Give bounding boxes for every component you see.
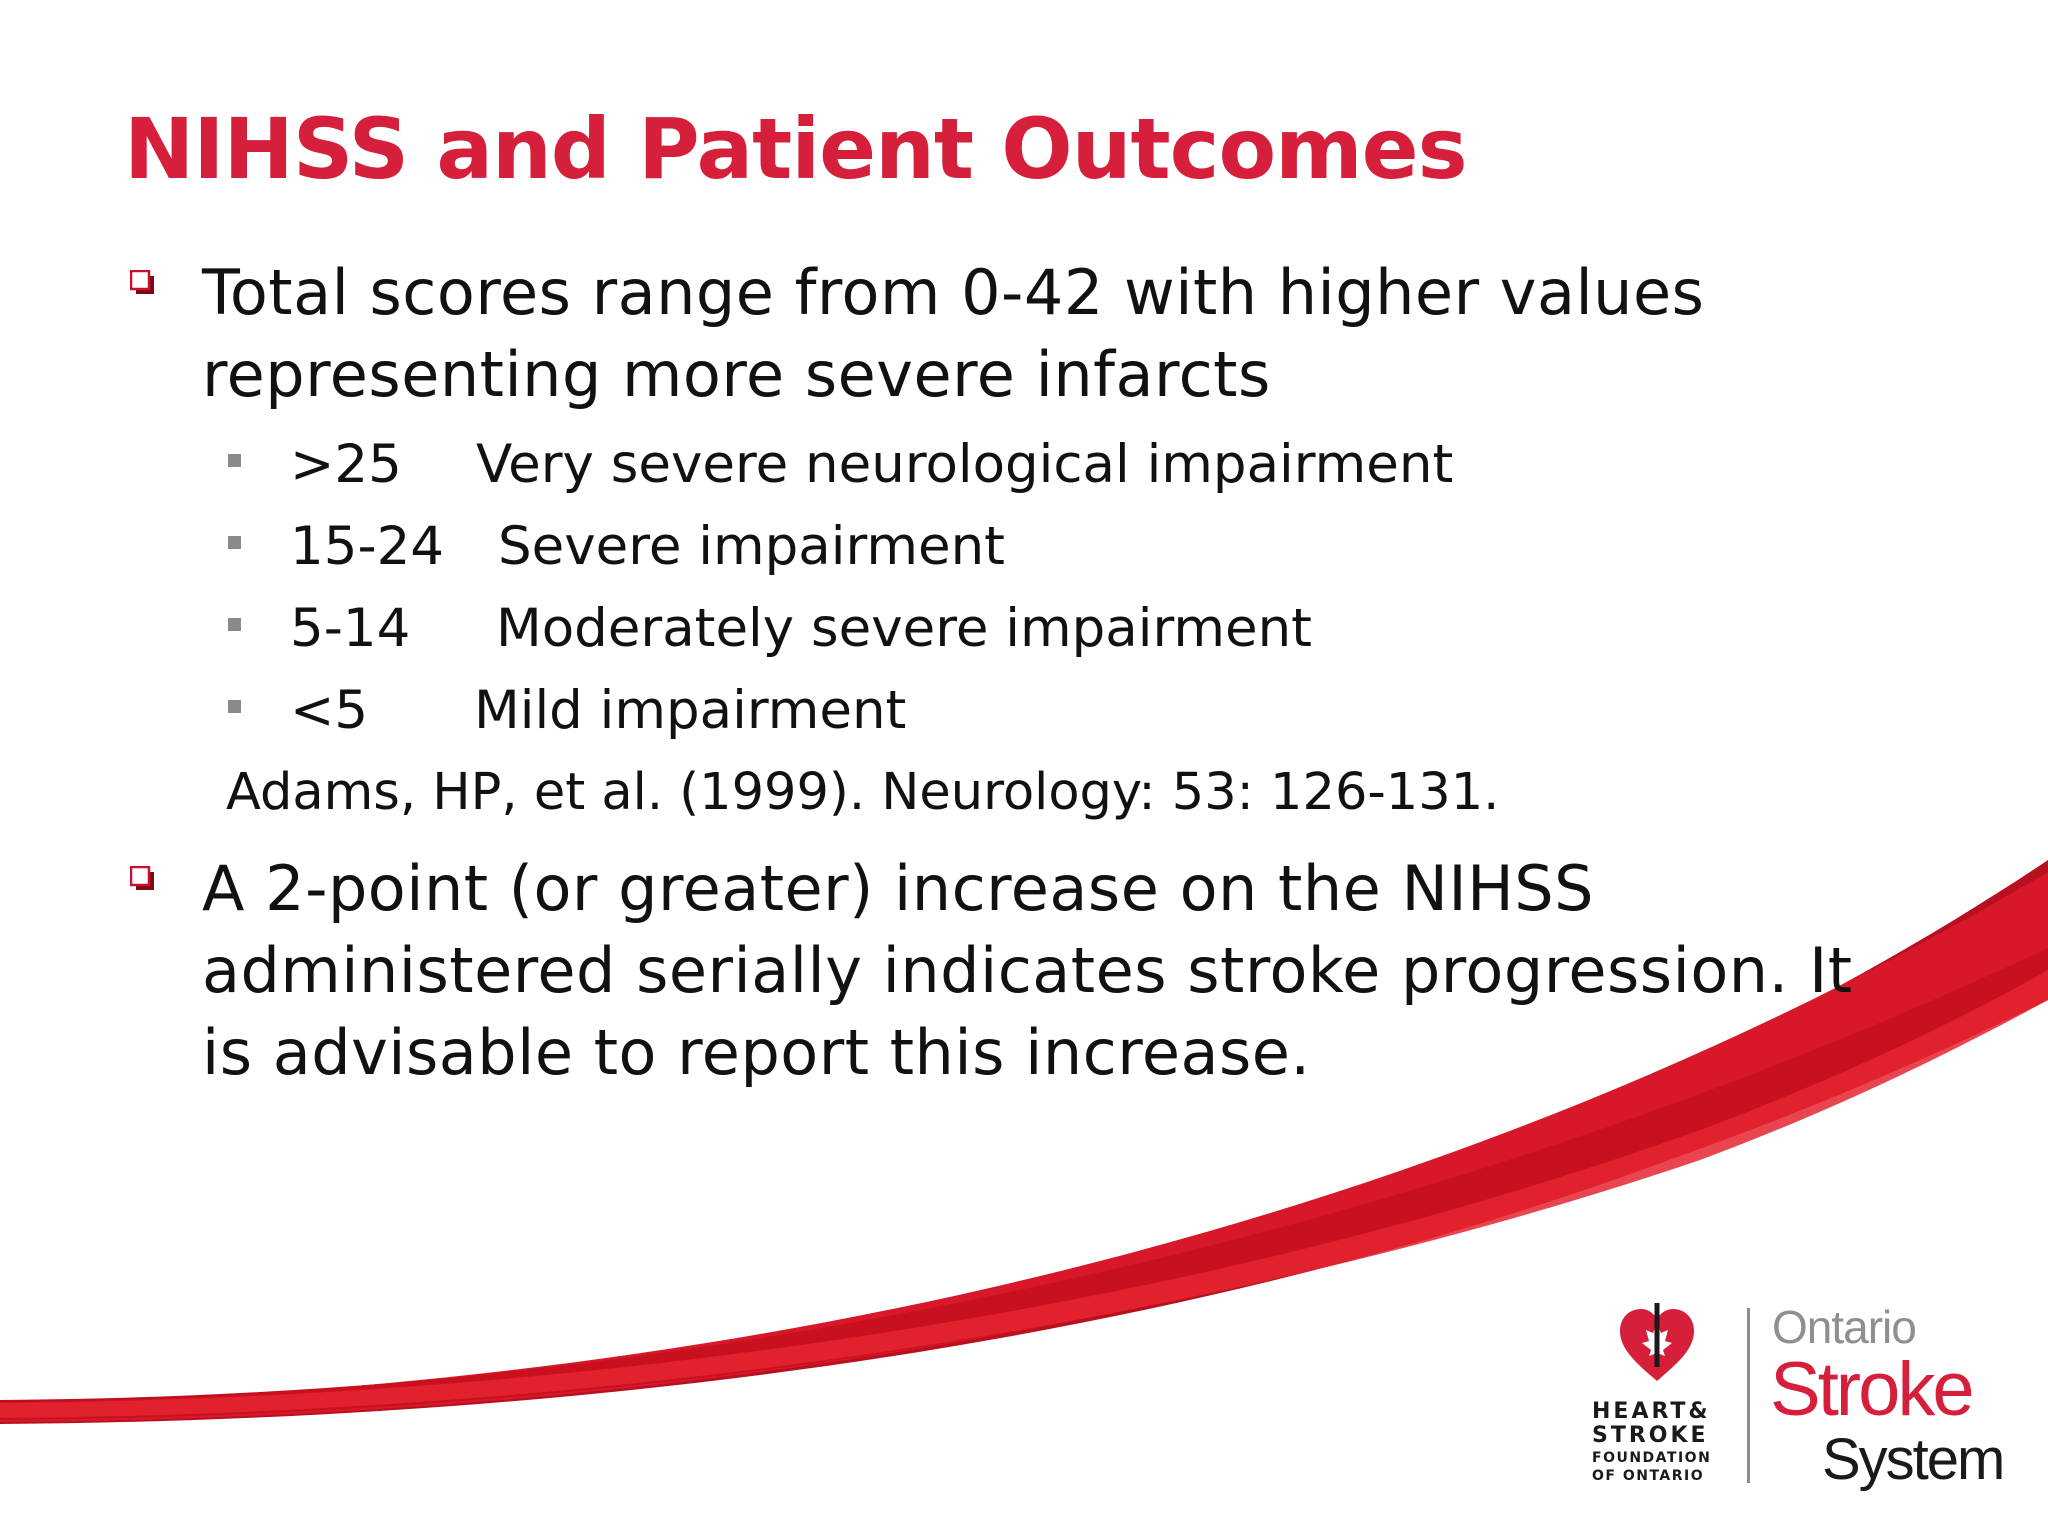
score-description: Mild impairment [474,680,907,741]
bullet-line: Total scores range from 0-42 with higher… [202,256,1705,329]
score-range: <5 [290,680,369,741]
bullet-line: administered serially indicates stroke p… [202,934,1853,1007]
score-range: >25 [290,434,402,495]
bullet-line: representing more severe infarcts [202,338,1271,411]
logo-word-system: System [1822,1427,2005,1492]
heart-and-stroke-foundation-logo: HEART& STROKE FOUNDATION OF ONTARIO [1588,1303,1728,1484]
filled-square-bullet-icon [228,700,241,713]
bullet-line: is advisable to report this increase. [202,1016,1311,1089]
hsf-logo-line: HEART& [1592,1399,1711,1424]
logo-divider [1747,1308,1750,1483]
citation: Adams, HP, et al. (1999). Neurology: 53:… [226,763,1500,822]
bullet-line: A 2-point (or greater) increase on the N… [202,852,1594,925]
score-description: Very severe neurological impairment [476,434,1454,495]
logo-word-stroke: Stroke [1770,1347,1975,1432]
heart-torch-maple-icon [1620,1303,1694,1381]
filled-square-bullet-icon [228,618,241,631]
score-range: 5-14 [290,598,411,659]
score-description: Severe impairment [498,516,1005,577]
hollow-square-bullet-icon [130,866,154,890]
bullet-item-progression: A 2-point (or greater) increase on the N… [124,848,1924,1098]
bullet-item-score-range: Total scores range from 0-42 with higher… [124,252,1924,422]
score-range: 15-24 [290,516,445,577]
filled-square-bullet-icon [228,454,241,467]
hsf-logo-line: FOUNDATION [1592,1450,1712,1466]
filled-square-bullet-icon [228,536,241,549]
logo-word-ontario: Ontario [1772,1301,1917,1353]
score-description: Moderately severe impairment [496,598,1312,659]
ontario-stroke-system-logo: Ontario Stroke System [1770,1300,2010,1492]
hsf-logo-line: STROKE [1592,1423,1709,1448]
slide-title: NIHSS and Patient Outcomes [124,100,1468,198]
hsf-logo-line: OF ONTARIO [1592,1468,1705,1484]
hollow-square-bullet-icon [130,270,154,294]
